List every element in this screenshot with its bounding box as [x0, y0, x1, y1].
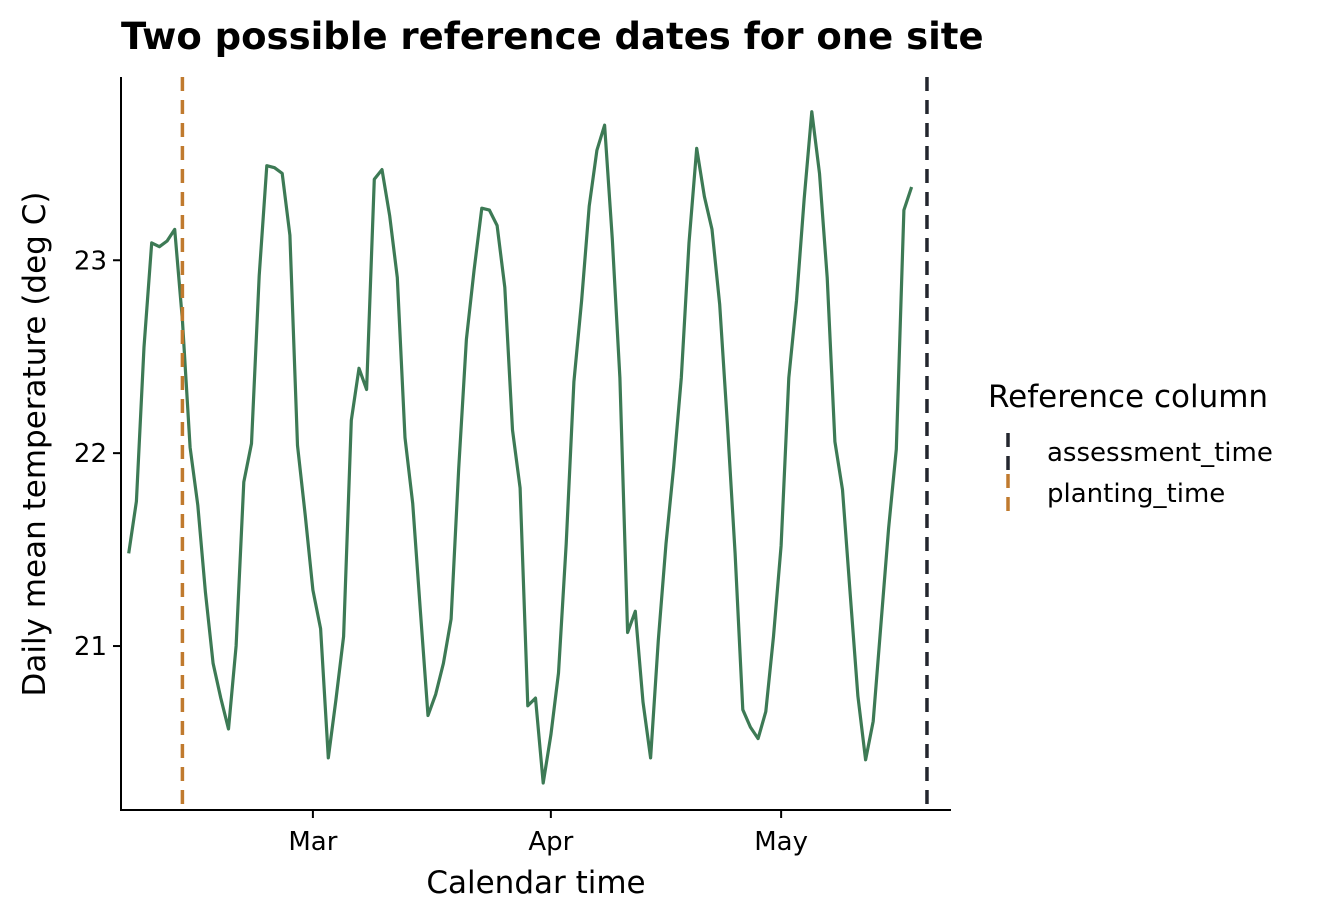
x-tick-label: Mar — [288, 827, 337, 857]
x-axis-ticks: Mar Apr May — [288, 810, 808, 857]
x-axis-title: Calendar time — [426, 865, 645, 901]
y-axis-title: Daily mean temperature (deg C) — [17, 192, 53, 697]
y-tick-label: 22 — [74, 439, 107, 469]
legend-label-assessment_time: assessment_time — [1047, 438, 1273, 468]
plot-area — [127, 77, 929, 810]
legend-title: Reference column — [988, 379, 1268, 415]
y-tick-label: 21 — [74, 632, 107, 662]
x-tick-label: May — [754, 827, 808, 857]
legend: Reference column assessment_time planting… — [988, 379, 1273, 512]
y-tick-label: 23 — [74, 246, 107, 276]
series-line — [127, 110, 914, 785]
legend-label-planting_time: planting_time — [1047, 479, 1225, 509]
chart-title: Two possible reference dates for one sit… — [121, 15, 984, 58]
y-axis-ticks: 21 22 23 — [74, 246, 121, 662]
x-tick-label: Apr — [528, 827, 573, 857]
